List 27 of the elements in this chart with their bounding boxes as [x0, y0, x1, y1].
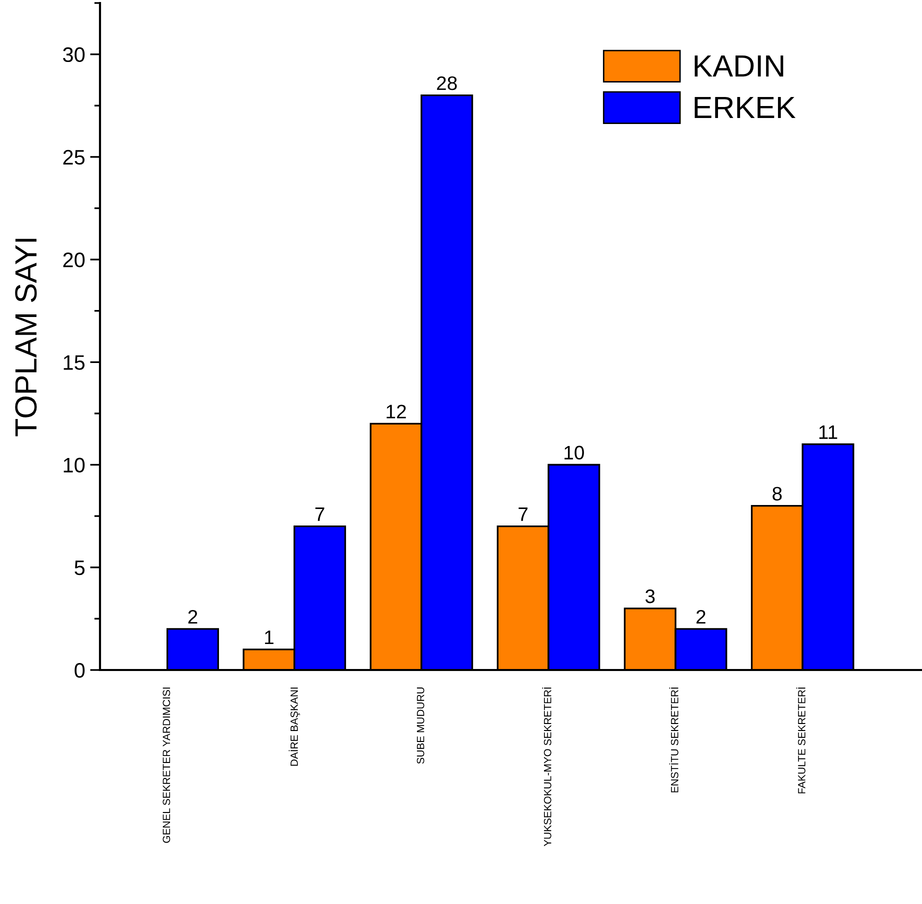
data-label: 11: [819, 425, 838, 439]
y-tick-label: 10: [64, 458, 85, 473]
x-tick-label: DAİRE BAŞKANI: [288, 688, 300, 766]
data-label: 12: [386, 404, 406, 418]
y-tick-label: 30: [63, 47, 85, 62]
x-tick-label: SUBE MUDURU: [416, 687, 424, 764]
data-label: 7: [315, 508, 324, 521]
data-label: 7: [518, 508, 528, 521]
y-tick-label: 25: [63, 150, 85, 165]
y-tick-label: 20: [63, 252, 85, 268]
data-label: 8: [772, 486, 782, 501]
y-tick-label: 15: [64, 355, 85, 370]
data-label: 2: [188, 610, 198, 624]
y-tick-label: 0: [74, 663, 85, 678]
data-label: 2: [696, 610, 706, 624]
x-tick-label: YUKSEKOKUL-MYO SEKRETERİ: [542, 688, 552, 846]
data-label: 3: [645, 589, 655, 604]
x-tick-label: GENEL SEKRETER YARDIMCISI: [162, 688, 170, 843]
legend-label: KADIN: [694, 55, 784, 76]
x-tick-label: FAKULTE SEKRETERİ: [796, 688, 806, 794]
y-axis-title: TOPLAM SAYI: [15, 238, 37, 436]
data-label: 10: [564, 446, 584, 460]
y-tick-label: 5: [74, 560, 85, 576]
data-label: 28: [437, 76, 457, 90]
legend-label: ERKEK: [694, 96, 796, 118]
data-label: 1: [265, 630, 274, 644]
x-tick-label: ENSTİTU SEKRETERİ: [669, 688, 678, 792]
